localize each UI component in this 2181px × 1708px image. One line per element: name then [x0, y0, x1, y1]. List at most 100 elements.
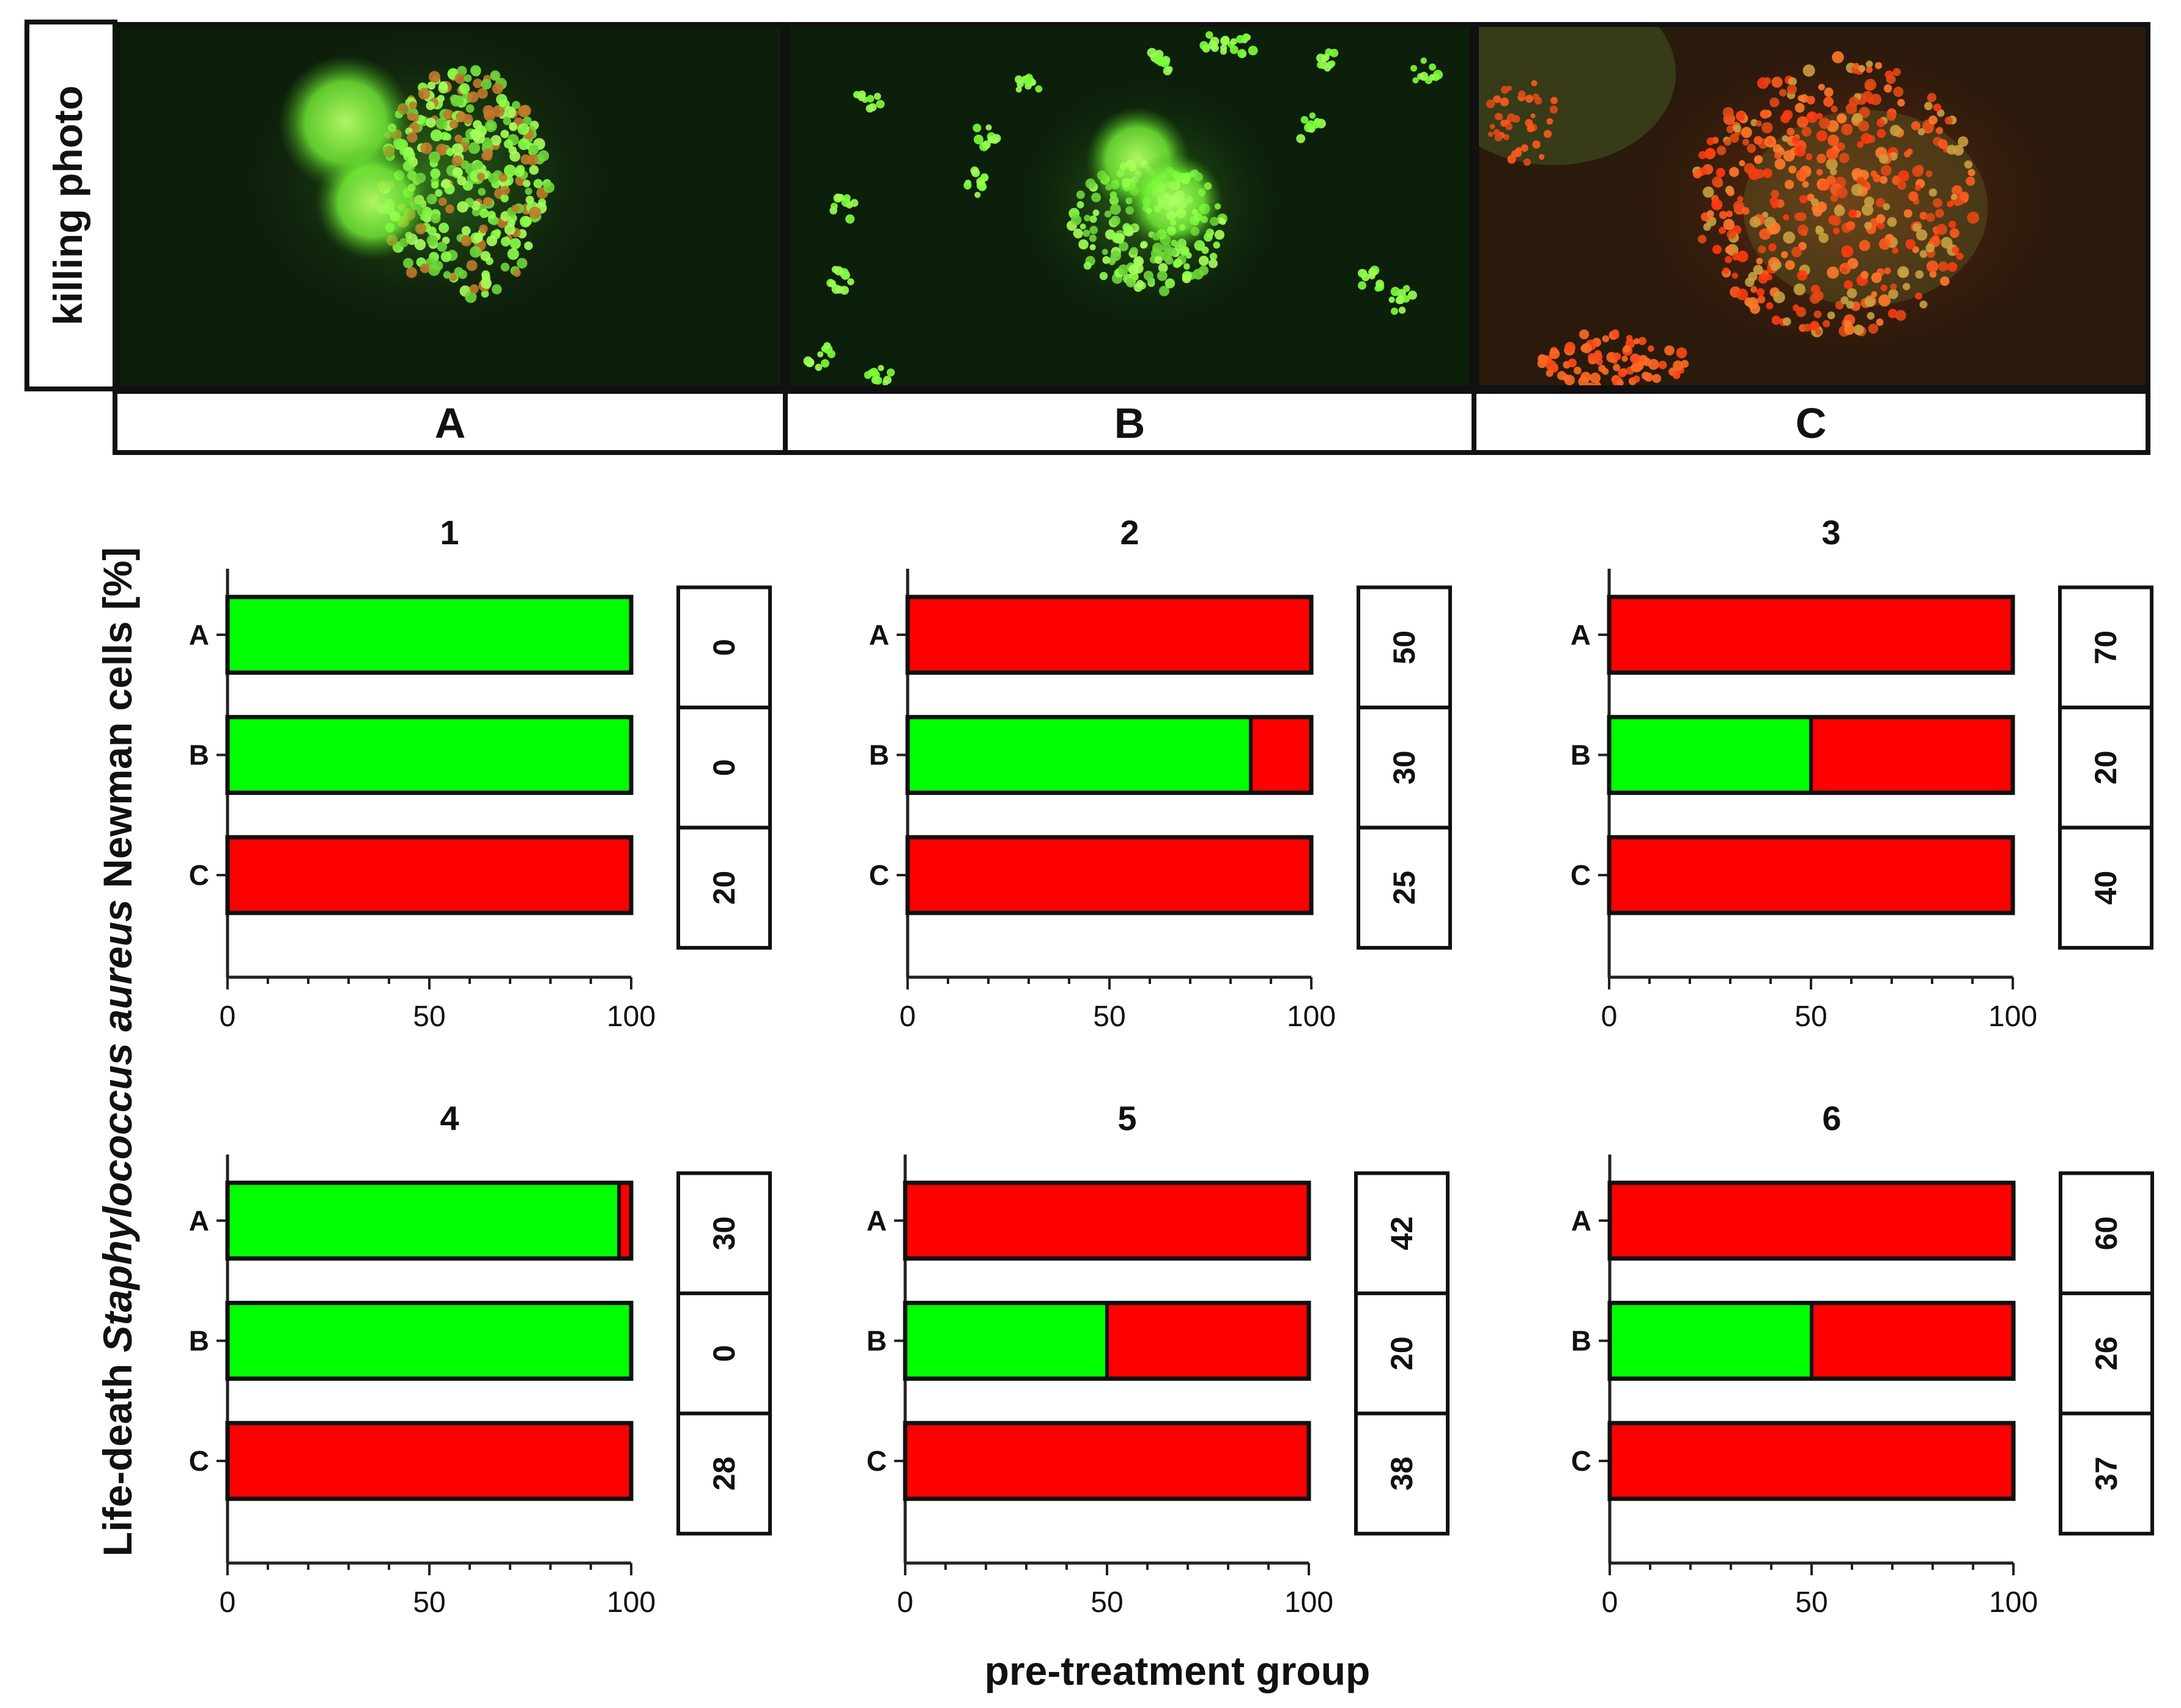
photo-bacterium [443, 271, 451, 279]
photo-bacterium [817, 351, 824, 358]
category-label: A [867, 1205, 887, 1237]
photo-bacterium [1876, 118, 1886, 127]
photo-bacterium [1928, 188, 1938, 197]
bar-outline [1607, 594, 2015, 675]
photo-bacterium [1716, 168, 1725, 177]
photo-bacterium [1771, 202, 1778, 209]
bar-dead-segment [1608, 1421, 2015, 1501]
photo-bacterium [1768, 243, 1777, 252]
photo-bacterium [1840, 267, 1848, 274]
photo-bacterium [1815, 225, 1823, 232]
y-axis-label: Life-death Staphylococcus aureus Newman … [95, 547, 140, 1556]
photo-bacterium [428, 264, 440, 276]
photo-bacterium [1780, 113, 1790, 124]
photo-bacterium [827, 350, 836, 358]
photo-bacterium [1960, 191, 1969, 201]
photo-bacterium [1402, 295, 1410, 303]
photo-bacterium [449, 119, 459, 129]
count-box [1354, 1171, 1450, 1295]
photo-bacterium [1787, 127, 1795, 136]
photo-bacterium [1613, 332, 1620, 339]
photo-bacterium [1851, 183, 1864, 196]
photo-bacterium [1487, 131, 1494, 137]
photo-bacterium [1859, 106, 1870, 118]
photo-bacterium [1816, 113, 1823, 119]
photo-bacterium [464, 74, 472, 83]
photo-bacterium [1846, 300, 1854, 309]
bar-outline [225, 1301, 634, 1381]
photo-bacterium [1079, 223, 1086, 230]
photo-bacterium [878, 364, 884, 371]
photo-bacterium [494, 229, 502, 237]
photo-bacterium [1518, 90, 1526, 98]
photo-bacterium [1590, 372, 1601, 383]
photo-bacterium [1157, 270, 1168, 281]
chart-panel-1: 1 0 50 100 A B C 0 0 20 [189, 513, 772, 1033]
photo-bacterium [845, 214, 855, 224]
photo-bacterium [1550, 97, 1558, 105]
category-label: B [189, 739, 209, 771]
photo-bacterium [483, 105, 494, 117]
photo-bacterium [1122, 223, 1131, 232]
count-box [676, 585, 772, 709]
photo-bacterium [451, 143, 464, 155]
photo-bacterium [1953, 199, 1961, 207]
bar-live-segment [226, 595, 633, 675]
photo-bacterium [1424, 76, 1432, 84]
photo-bacterium [1629, 353, 1640, 364]
photo-bacterium [451, 155, 463, 166]
photo-bacterium [1818, 232, 1829, 243]
photo-bacterium [1768, 222, 1781, 235]
photo-bacterium [1813, 290, 1824, 301]
photo-bacterium [1858, 120, 1870, 132]
photo-bacterium [1878, 294, 1891, 307]
photo-bacterium [500, 237, 511, 247]
photo-bacterium [1099, 272, 1108, 281]
photo-bacterium [1929, 270, 1937, 278]
photo-bacterium [461, 235, 472, 246]
photo-bacterium [1643, 358, 1651, 366]
photo-bacterium [1500, 97, 1509, 106]
photo-bacterium [1766, 138, 1773, 145]
photo-bacterium [1594, 353, 1603, 361]
photo-bacterium [1296, 134, 1306, 144]
photo-bacterium [1912, 246, 1919, 253]
photo-bacterium [1158, 263, 1168, 273]
photo-bacterium [508, 146, 517, 155]
photo-bacterium [1819, 117, 1831, 129]
photo-bacterium [1797, 224, 1809, 235]
photo-bacterium [450, 96, 462, 107]
photo-bacterium [1632, 375, 1640, 383]
category-label: B [867, 1325, 887, 1357]
photo-bacterium [1532, 93, 1539, 100]
photo-bacterium [1806, 111, 1818, 124]
photo-bacterium [1412, 77, 1419, 84]
photo-bacterium [1078, 239, 1089, 250]
photo-bacterium [484, 120, 497, 133]
photo-bacterium [1876, 318, 1884, 327]
photo-bacterium [1783, 231, 1796, 244]
x-axis-label: pre-treatment group [985, 1648, 1371, 1693]
photo-bacterium [1871, 291, 1878, 298]
photo-bacterium [1520, 144, 1528, 152]
photo-bacterium [1947, 201, 1953, 208]
bar-live-segment [1608, 1301, 1813, 1381]
photo-bacterium [1729, 166, 1739, 177]
photo-bacterium [500, 194, 509, 202]
photo-bacterium [1823, 97, 1834, 107]
photo-bacterium [1926, 260, 1939, 273]
photo-bacterium [427, 81, 435, 90]
photo-bacterium [1390, 286, 1401, 297]
photo-bacterium [406, 267, 417, 278]
x-tick-label: 0 [220, 1586, 236, 1619]
photo-bacterium [831, 284, 841, 294]
photo-bacterium [420, 142, 432, 154]
photo-bacterium [1314, 118, 1320, 125]
bar-outline [1607, 1301, 2016, 1381]
photo-bacterium [1388, 297, 1395, 303]
x-tick-label: 0 [897, 1586, 914, 1619]
photo-bacterium [503, 117, 511, 125]
photo-bacterium [1952, 246, 1960, 254]
photo-bacterium [1816, 153, 1826, 164]
photo-bacterium [435, 117, 448, 130]
